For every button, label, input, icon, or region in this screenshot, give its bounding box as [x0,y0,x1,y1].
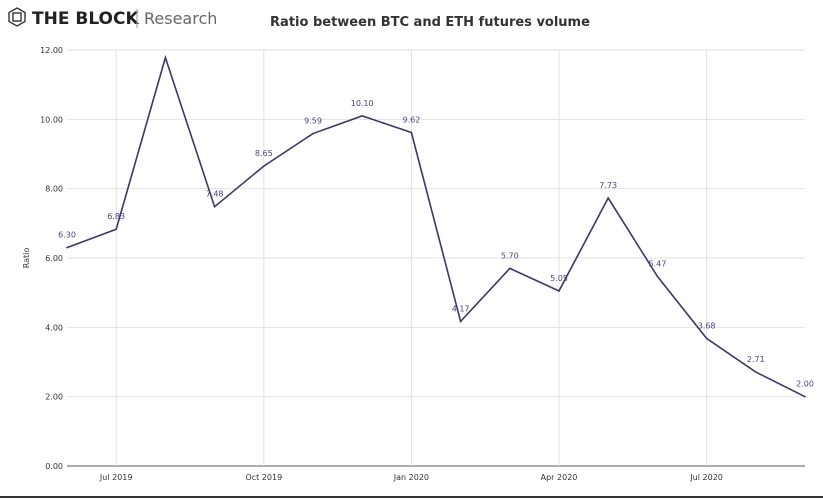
y-tick-label: 8.00 [45,185,63,194]
y-tick-label: 0.00 [45,462,63,471]
data-point [66,246,68,249]
brand-sub: Research [144,9,217,28]
data-label: 9.59 [304,117,322,126]
data-point [361,115,364,117]
y-tick-label: 10.00 [40,115,63,124]
data-label: 6.30 [58,231,76,240]
brand-name: THE BLOCK [32,9,139,29]
x-tick-label: Oct 2019 [245,473,282,482]
data-point [410,131,413,134]
x-tick-label: Jul 2019 [99,473,133,482]
data-label: 5.05 [550,274,568,283]
data-point [164,56,167,59]
x-tick-label: Jan 2020 [393,473,429,482]
data-point [459,320,462,323]
data-label: 2.71 [747,355,765,364]
chart-title: Ratio between BTC and ETH futures volume [270,15,590,30]
data-label: 7.48 [206,190,224,199]
data-label: 4.17 [452,304,470,313]
data-label: 7.73 [599,181,617,190]
data-point [804,395,806,398]
data-label: 3.68 [698,321,716,330]
data-label: 5.47 [648,259,666,268]
data-point [213,205,216,208]
y-axis-label: Ratio [22,248,31,269]
data-label: 2.00 [796,380,814,389]
x-tick-label: Jul 2020 [689,473,723,482]
y-tick-label: 12.00 [40,46,63,55]
data-label: 9.62 [402,116,420,125]
data-label: 6.83 [107,212,125,221]
data-point [263,165,265,167]
y-tick-label: 4.00 [45,323,63,332]
brand-logo: THE BLOCK Research [8,7,217,29]
y-tick-label: 6.00 [45,254,63,263]
data-line [66,54,806,398]
data-point [312,132,314,135]
data-point [705,337,708,340]
data-point [558,290,560,292]
data-label: 10.10 [351,99,374,108]
data-point [755,371,757,373]
data-point [607,197,609,199]
y-tick-label: 2.00 [45,393,63,402]
data-label: 5.70 [501,251,519,260]
data-label: 8.65 [255,149,273,158]
cube-icon [8,7,26,27]
data-point [509,267,511,270]
x-tick-label: Apr 2020 [541,473,578,482]
data-point [115,228,117,231]
data-point [656,275,659,278]
